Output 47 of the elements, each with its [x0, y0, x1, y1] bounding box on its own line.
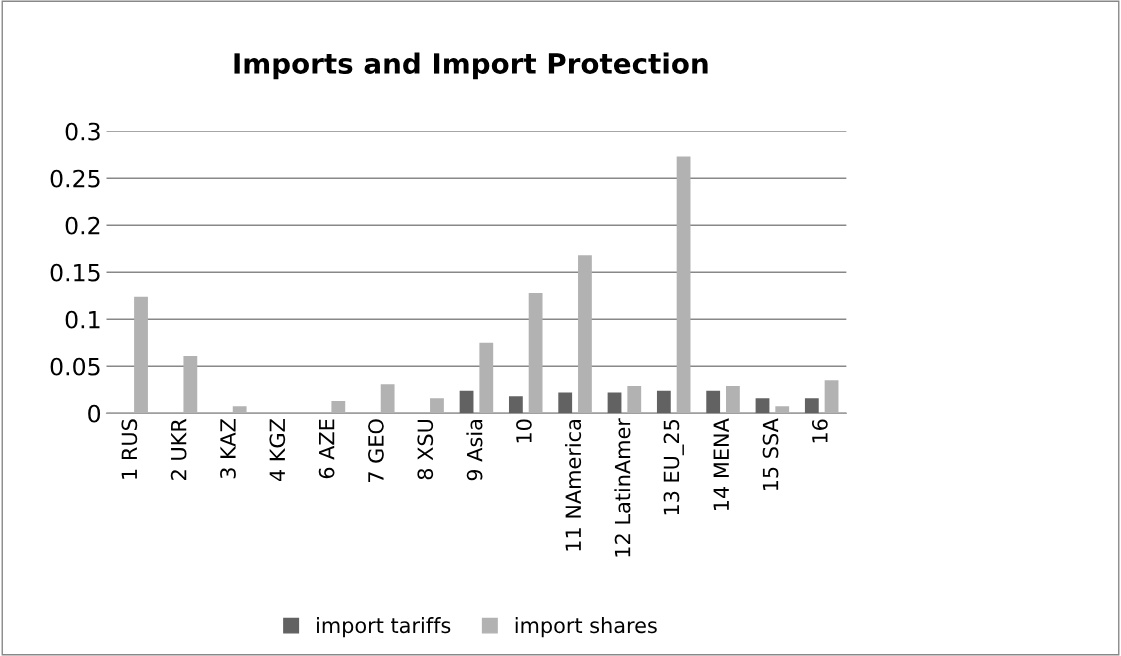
x-tick-label: 12 LatinAmer [614, 418, 631, 557]
bar [676, 156, 691, 414]
y-tick-label: 0.25 [50, 169, 100, 188]
bar [528, 292, 543, 414]
x-tick-label: 8 XSU [417, 419, 434, 480]
bar [430, 398, 444, 414]
y-tick-label: 0.3 [65, 122, 100, 141]
bar [607, 392, 622, 414]
bar [726, 386, 740, 414]
y-tick-label: 0.15 [50, 263, 100, 282]
x-tick-label: 3 KAZ [220, 419, 236, 479]
y-tick-label: 0.1 [65, 310, 100, 329]
y-tick-label: 0.2 [65, 216, 100, 235]
bar [804, 398, 819, 414]
legend-label: import tariffs [317, 617, 451, 638]
y-tick-label: 0.05 [50, 357, 100, 376]
bar [824, 380, 839, 414]
bar [508, 396, 523, 414]
bar [380, 384, 395, 414]
x-tick-label: 1 RUS [121, 419, 138, 479]
x-tick-label: 13 EU_25 [663, 419, 684, 515]
bar [183, 355, 198, 414]
chart-title: Imports and Import Protection [234, 52, 708, 80]
bar [775, 406, 790, 414]
x-tick-label: 10 [516, 419, 532, 443]
y-tick-label: 0 [88, 404, 101, 423]
x-tick-label: 11 NAmerica [564, 420, 582, 551]
x-tick-label: 14 MENA [713, 418, 729, 510]
x-tick-label: 7 GEO [368, 419, 384, 483]
bar [331, 401, 346, 414]
bar [459, 390, 474, 414]
bar [578, 255, 592, 414]
bar [134, 296, 148, 414]
x-tick-label: 15 SSA [762, 418, 779, 491]
bar [558, 392, 573, 414]
legend-label: import shares [515, 617, 657, 638]
bar [479, 342, 494, 414]
x-tick-label: 4 KGZ [269, 419, 286, 482]
bar [656, 390, 671, 414]
bar [706, 390, 721, 414]
x-tick-label: 6 AZE [318, 419, 335, 479]
bar [232, 406, 247, 414]
x-tick-label: 2 UKR [170, 418, 187, 480]
x-tick-label: 16 [811, 419, 828, 443]
bar [755, 398, 770, 414]
x-tick-label: 9 Asia [466, 420, 483, 481]
bar [627, 386, 642, 414]
